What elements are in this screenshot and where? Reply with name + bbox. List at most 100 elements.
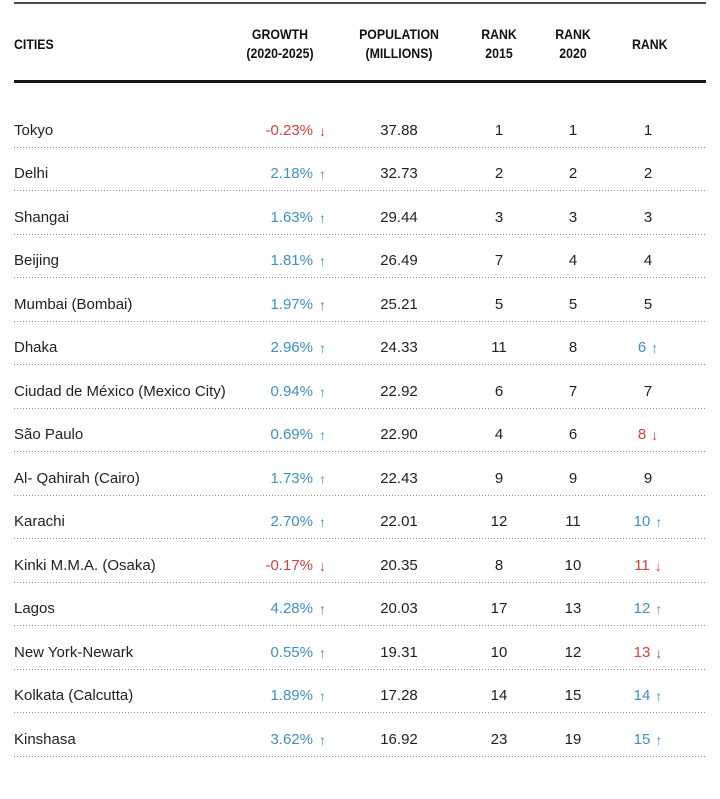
rank-current-cell: 2 — [620, 165, 706, 191]
rank-2015-value: 12 — [490, 513, 508, 530]
population-value: 24.33 — [380, 339, 418, 356]
rank-2015-value: 3 — [494, 208, 504, 226]
growth-value: 3.62% — [270, 730, 313, 748]
rank-current-value: 7 — [643, 382, 653, 400]
table-row: Kinshasa 3.62% ↑ 16.92 23 19 15 ↑ — [14, 713, 706, 757]
rank-2015-value: 9 — [494, 469, 504, 487]
rank-arrow-icon: ↑ — [655, 601, 663, 617]
growth-value: 2.70% — [270, 513, 313, 530]
rank-current-cell: 10 ↑ — [620, 513, 706, 539]
growth-value: 1.97% — [270, 295, 313, 313]
rank-current-value: 15 — [633, 730, 651, 748]
rank-2020-value: 8 — [568, 339, 578, 356]
growth-cell: 1.63% ↑ — [234, 209, 326, 235]
rank-arrow-icon: ↓ — [654, 557, 662, 574]
table-row: New York-Newark 0.55% ↑ 19.31 10 12 13 ↓ — [14, 626, 706, 670]
table-row: Dhaka 2.96% ↑ 24.33 11 8 6 ↑ — [14, 322, 706, 366]
city-name: Karachi — [14, 513, 65, 530]
header-thick-rule — [14, 80, 706, 83]
rank-current-cell: 11 ↓ — [620, 557, 706, 583]
rank-2020-value: 13 — [564, 600, 582, 617]
growth-arrow-icon: ↓ — [319, 122, 326, 139]
growth-cell: 1.97% ↑ — [234, 296, 326, 322]
rank-current-cell: 9 — [620, 470, 706, 496]
growth-value: 1.81% — [270, 252, 313, 269]
table-row: Kinki M.M.A. (Osaka) -0.17% ↓ 20.35 8 10… — [14, 539, 706, 583]
table-row: Karachi 2.70% ↑ 22.01 12 11 10 ↑ — [14, 496, 706, 540]
rank-2020-value: 19 — [564, 730, 582, 748]
city-name: Tokyo — [14, 121, 54, 139]
rank-current-cell: 4 — [620, 252, 706, 278]
population-value: 22.43 — [380, 469, 418, 487]
population-value: 20.35 — [380, 556, 418, 574]
city-name: Beijing — [14, 252, 60, 269]
table-row: Delhi 2.18% ↑ 32.73 2 2 2 — [14, 148, 706, 192]
rank-current-value: 10 — [633, 513, 651, 530]
population-value: 22.90 — [380, 426, 418, 443]
rank-2015-value: 4 — [494, 426, 504, 443]
rank-2020-value: 1 — [568, 121, 578, 139]
column-header-rank-2015-line1: RANK — [481, 26, 517, 42]
population-value: 29.44 — [380, 208, 418, 226]
city-name: Kolkata (Calcutta) — [14, 687, 134, 704]
rank-2015-value: 10 — [490, 643, 508, 661]
column-header-rank-2015: RANK 2015 — [475, 25, 523, 63]
table-row: Tokyo -0.23% ↓ 37.88 1 1 1 — [14, 104, 706, 148]
rank-current-value: 8 — [637, 426, 647, 443]
growth-value: 0.55% — [270, 643, 313, 661]
rank-current-cell: 12 ↑ — [620, 600, 706, 626]
rank-2020-value: 4 — [568, 252, 578, 269]
rank-arrow-icon: ↑ — [655, 514, 663, 530]
rank-2020-value: 6 — [568, 426, 578, 443]
city-name: Kinshasa — [14, 730, 76, 748]
rank-current-value: 14 — [633, 687, 651, 704]
rank-current-value: 12 — [633, 600, 651, 617]
rank-2020-value: 7 — [568, 382, 578, 400]
table-row: Shangai 1.63% ↑ 29.44 3 3 3 — [14, 191, 706, 235]
rank-2015-value: 7 — [494, 252, 504, 269]
growth-arrow-icon: ↑ — [319, 427, 326, 443]
rank-current-value: 4 — [643, 252, 653, 269]
population-value: 17.28 — [380, 687, 418, 704]
rank-current-cell: 13 ↓ — [620, 644, 706, 670]
population-value: 37.88 — [380, 121, 418, 139]
population-value: 26.49 — [380, 252, 418, 269]
growth-arrow-icon: ↑ — [319, 340, 326, 356]
rank-2020-value: 5 — [568, 295, 578, 313]
growth-cell: 2.96% ↑ — [234, 339, 326, 365]
table-row: Ciudad de México (Mexico City) 0.94% ↑ 2… — [14, 365, 706, 409]
column-header-population: POPULATION (MILLIONS) — [335, 25, 463, 63]
rank-2015-value: 5 — [494, 295, 504, 313]
growth-cell: 0.69% ↑ — [234, 426, 326, 452]
population-value: 32.73 — [380, 165, 418, 182]
rank-current-cell: 7 — [620, 383, 706, 409]
rank-2015-value: 8 — [494, 556, 504, 574]
growth-cell: 1.73% ↑ — [234, 470, 326, 496]
growth-arrow-icon: ↑ — [319, 296, 326, 313]
column-header-growth: GROWTH (2020-2025) — [240, 25, 321, 63]
city-name: Kinki M.M.A. (Osaka) — [14, 556, 156, 574]
growth-arrow-icon: ↑ — [319, 644, 326, 661]
growth-value: -0.17% — [265, 556, 313, 574]
column-header-rank: RANK — [631, 35, 668, 52]
city-name: Delhi — [14, 165, 49, 182]
rank-arrow-icon: ↓ — [651, 427, 659, 443]
rank-arrow-icon: ↓ — [655, 644, 663, 661]
growth-value: -0.23% — [265, 121, 313, 139]
growth-arrow-icon: ↑ — [319, 470, 326, 487]
city-name: São Paulo — [14, 426, 84, 443]
column-header-rank-2020-line1: RANK — [555, 26, 591, 42]
rank-2020-value: 10 — [564, 556, 582, 574]
top-rule — [14, 2, 706, 4]
table-row: Mumbai (Bombai) 1.97% ↑ 25.21 5 5 5 — [14, 278, 706, 322]
rank-2015-value: 2 — [494, 165, 504, 182]
growth-cell: 2.18% ↑ — [234, 165, 326, 191]
rank-current-value: 13 — [633, 643, 651, 661]
rank-current-cell: 5 — [620, 296, 706, 322]
rank-current-cell: 15 ↑ — [620, 731, 706, 757]
growth-cell: 0.94% ↑ — [234, 383, 326, 409]
growth-value: 1.73% — [270, 469, 313, 487]
table-header: CITIES GROWTH (2020-2025) POPULATION (MI… — [14, 4, 706, 80]
rank-2020-value: 3 — [568, 208, 578, 226]
growth-value: 0.94% — [270, 382, 313, 400]
